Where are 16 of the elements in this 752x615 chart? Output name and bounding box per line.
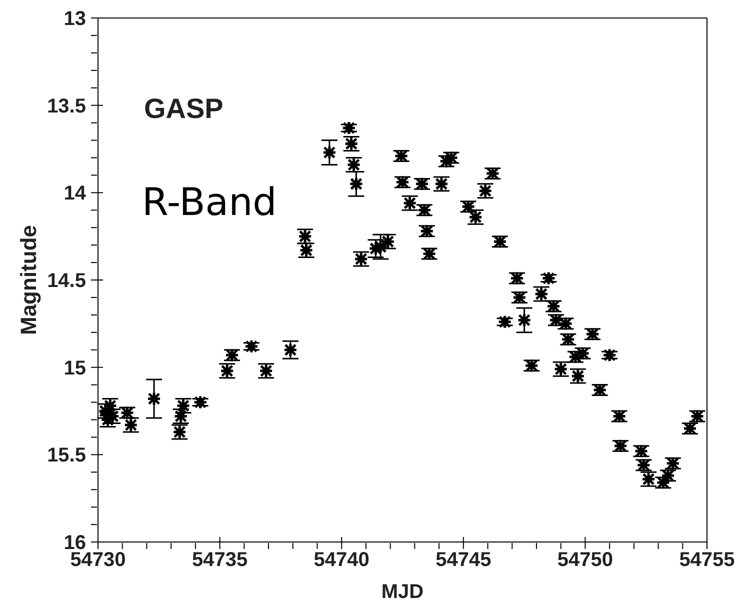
y-tick-label: 14.5 bbox=[47, 270, 86, 292]
annotation: GASP bbox=[144, 93, 224, 125]
x-tick-label: 54745 bbox=[436, 549, 492, 571]
y-tick-label: 13.5 bbox=[47, 95, 86, 118]
y-tick-label: 15.5 bbox=[47, 444, 86, 467]
x-axis-title: MJD bbox=[381, 581, 424, 603]
y-tick-label: 13 bbox=[64, 8, 86, 30]
x-tick-label: 54735 bbox=[192, 549, 248, 571]
y-tick-label: 15 bbox=[64, 357, 86, 380]
x-tick-label: 54755 bbox=[679, 549, 735, 571]
x-tick-label: 54730 bbox=[70, 549, 126, 571]
x-tick-label: 54740 bbox=[314, 549, 370, 571]
annotation: R-Band bbox=[142, 180, 277, 224]
y-tick-label: 14 bbox=[64, 182, 87, 205]
x-tick-label: 54750 bbox=[557, 549, 614, 571]
y-axis-title: Magnitude bbox=[16, 225, 41, 335]
